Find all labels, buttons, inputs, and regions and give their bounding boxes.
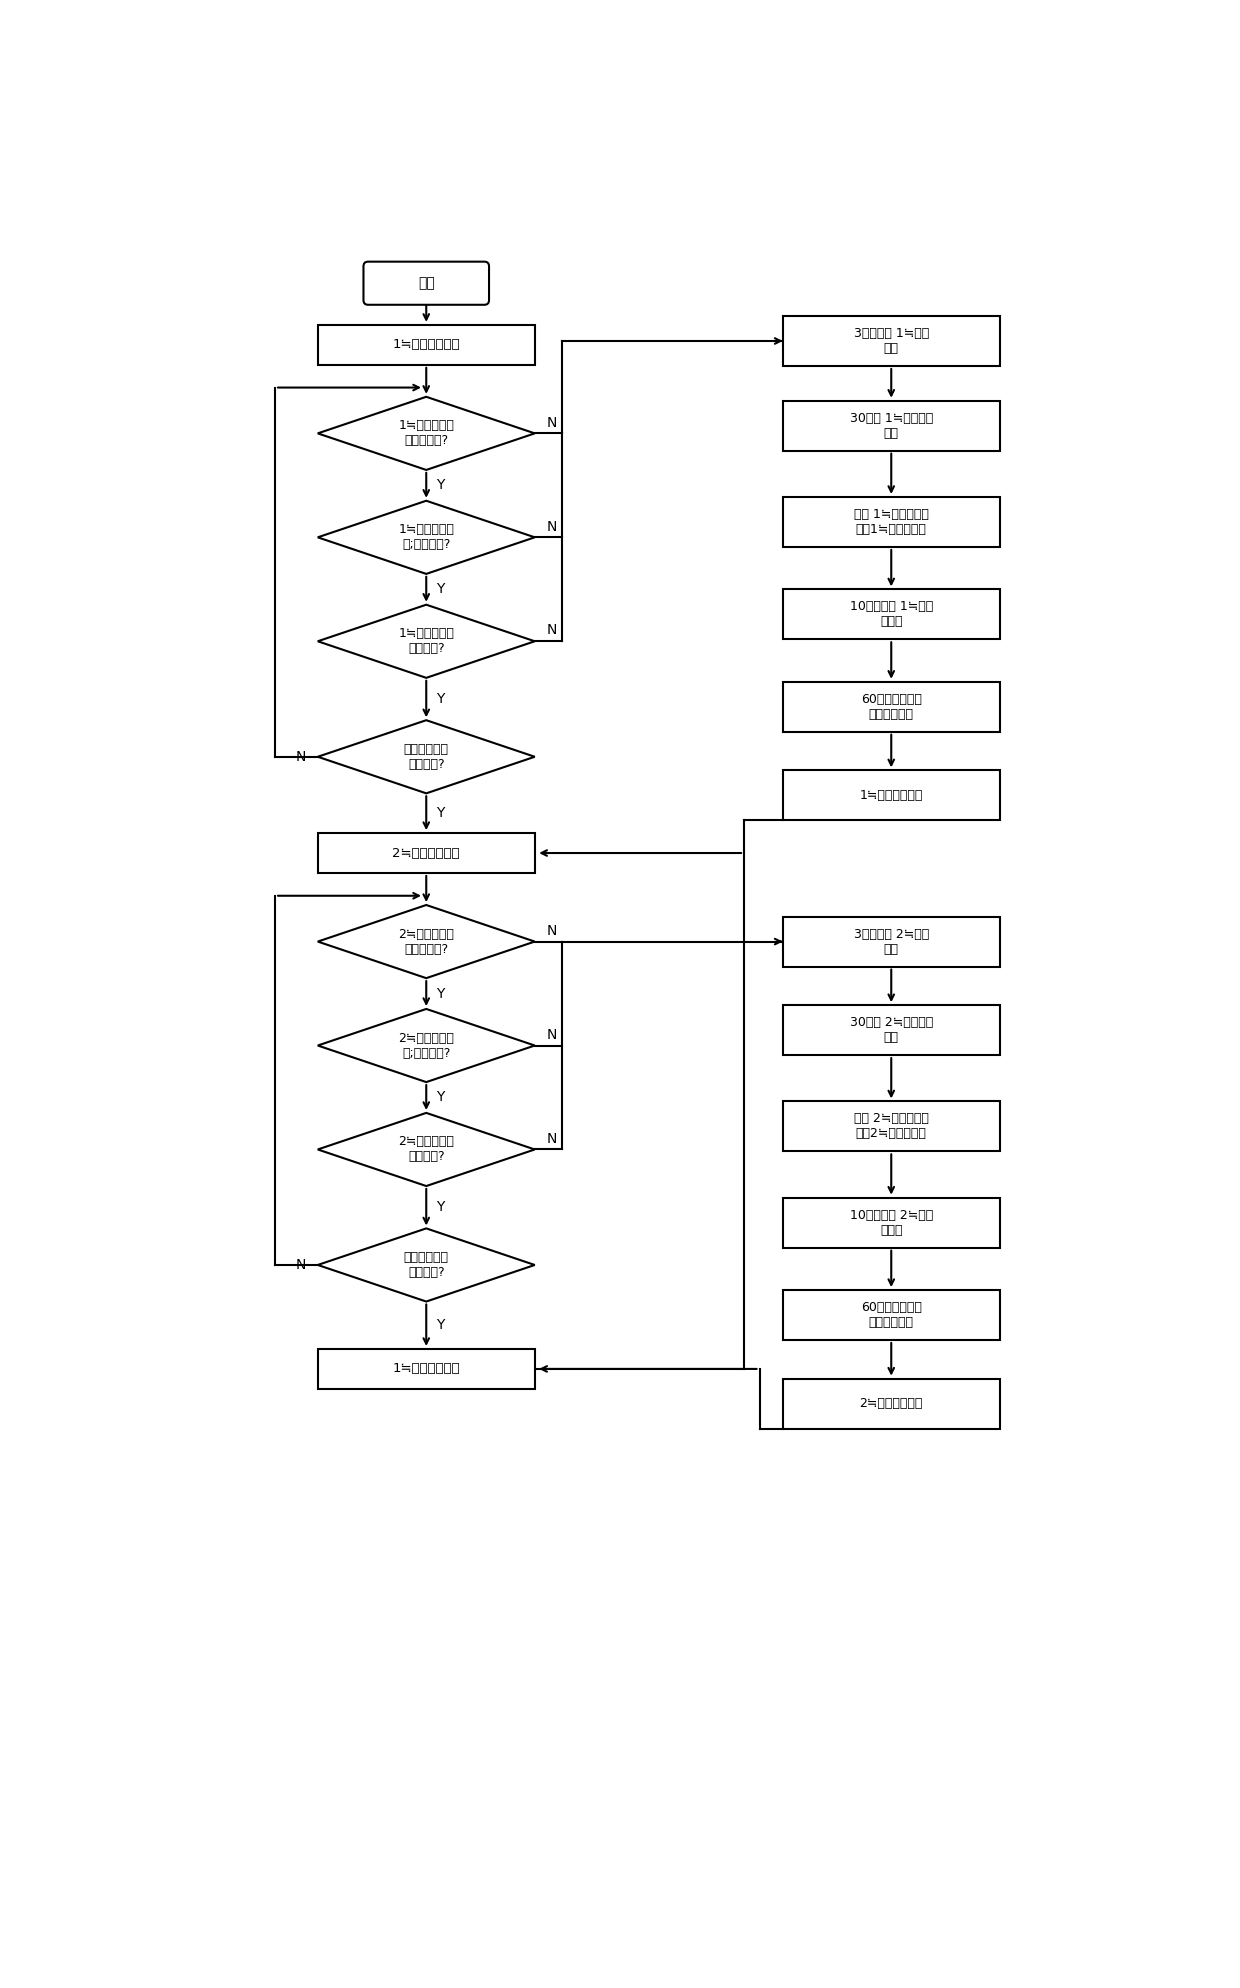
Text: N: N: [295, 1258, 306, 1272]
Text: 3秒后停止 2≒过滤
单元: 3秒后停止 2≒过滤 单元: [853, 928, 929, 956]
FancyBboxPatch shape: [782, 497, 999, 547]
FancyBboxPatch shape: [317, 1350, 534, 1390]
Text: 2≒过滤单元运
行未超时?: 2≒过滤单元运 行未超时?: [398, 1135, 454, 1163]
Text: 2≒过滤单元时
间;次数正常?: 2≒过滤单元时 间;次数正常?: [398, 1032, 454, 1060]
Text: 2≒过滤单元备用: 2≒过滤单元备用: [859, 1398, 923, 1409]
Text: 1≒过滤单元时
间;次数正常?: 1≒过滤单元时 间;次数正常?: [398, 523, 454, 551]
Text: Y: Y: [436, 1318, 444, 1332]
Text: 压差值是否超
过设定值?: 压差值是否超 过设定值?: [404, 1250, 449, 1278]
Polygon shape: [317, 1229, 534, 1302]
Text: 打开 1≒反洗水控制
阀、1≒污水控制阀: 打开 1≒反洗水控制 阀、1≒污水控制阀: [854, 507, 929, 537]
FancyBboxPatch shape: [782, 1197, 999, 1248]
Text: Y: Y: [436, 479, 444, 493]
Text: 10秒后打开 1≒反吹
控制阀: 10秒后打开 1≒反吹 控制阀: [849, 600, 932, 628]
Text: 60秒后关闭反洗
阀，反洗结束: 60秒后关闭反洗 阀，反洗结束: [861, 1300, 921, 1330]
Text: N: N: [547, 519, 557, 533]
FancyBboxPatch shape: [782, 402, 999, 451]
Text: N: N: [547, 415, 557, 429]
Text: 10秒后打开 2≒反吹
控制阀: 10秒后打开 2≒反吹 控制阀: [849, 1209, 932, 1237]
Text: N: N: [547, 924, 557, 938]
Text: 压差值是否超
过设定值?: 压差值是否超 过设定值?: [404, 744, 449, 771]
FancyBboxPatch shape: [782, 1290, 999, 1340]
Polygon shape: [317, 501, 534, 575]
Text: Y: Y: [436, 692, 444, 706]
FancyBboxPatch shape: [782, 916, 999, 966]
Text: N: N: [295, 749, 306, 763]
Text: 1≒过滤单元阀
位状态正常?: 1≒过滤单元阀 位状态正常?: [398, 419, 454, 447]
Text: 3秒后停止 1≒过滤
单元: 3秒后停止 1≒过滤 单元: [853, 326, 929, 356]
Polygon shape: [317, 604, 534, 678]
Text: 1≒过滤单元运
行未超时?: 1≒过滤单元运 行未超时?: [398, 628, 454, 656]
FancyBboxPatch shape: [317, 324, 534, 366]
Text: N: N: [547, 624, 557, 638]
Text: 1≒过滤单元启动: 1≒过滤单元启动: [392, 338, 460, 352]
FancyBboxPatch shape: [782, 316, 999, 366]
Text: N: N: [547, 1131, 557, 1145]
Text: N: N: [547, 1028, 557, 1042]
Polygon shape: [317, 905, 534, 978]
Text: 2≒过滤单元启动: 2≒过滤单元启动: [392, 847, 460, 859]
Polygon shape: [317, 1010, 534, 1081]
FancyBboxPatch shape: [782, 588, 999, 640]
Text: 1≒过滤单元备用: 1≒过滤单元备用: [859, 789, 923, 801]
Text: Y: Y: [436, 582, 444, 596]
Text: 30秒后 1≒过滤单元
反洗: 30秒后 1≒过滤单元 反洗: [849, 412, 932, 439]
Polygon shape: [317, 1113, 534, 1187]
FancyBboxPatch shape: [782, 1101, 999, 1151]
FancyBboxPatch shape: [782, 1378, 999, 1429]
Text: 60秒后关闭反洗
阀，反洗结束: 60秒后关闭反洗 阀，反洗结束: [861, 692, 921, 722]
Text: Y: Y: [436, 1201, 444, 1215]
Text: 1≒过滤单元启动: 1≒过滤单元启动: [392, 1362, 460, 1376]
FancyBboxPatch shape: [363, 262, 489, 304]
Text: Y: Y: [436, 807, 444, 821]
Text: 启动: 启动: [418, 276, 435, 290]
Text: Y: Y: [436, 1091, 444, 1105]
Text: 打开 2≒反洗水控制
阀、2≒污水控制阀: 打开 2≒反洗水控制 阀、2≒污水控制阀: [854, 1113, 929, 1141]
FancyBboxPatch shape: [782, 682, 999, 732]
Polygon shape: [317, 720, 534, 793]
Text: Y: Y: [436, 986, 444, 1000]
FancyBboxPatch shape: [782, 1006, 999, 1056]
FancyBboxPatch shape: [782, 769, 999, 821]
Text: 2≒过滤单元阀
位状态正常?: 2≒过滤单元阀 位状态正常?: [398, 928, 454, 956]
Polygon shape: [317, 398, 534, 469]
FancyBboxPatch shape: [317, 833, 534, 873]
Text: 30秒后 2≒过滤单元
反洗: 30秒后 2≒过滤单元 反洗: [849, 1016, 932, 1044]
